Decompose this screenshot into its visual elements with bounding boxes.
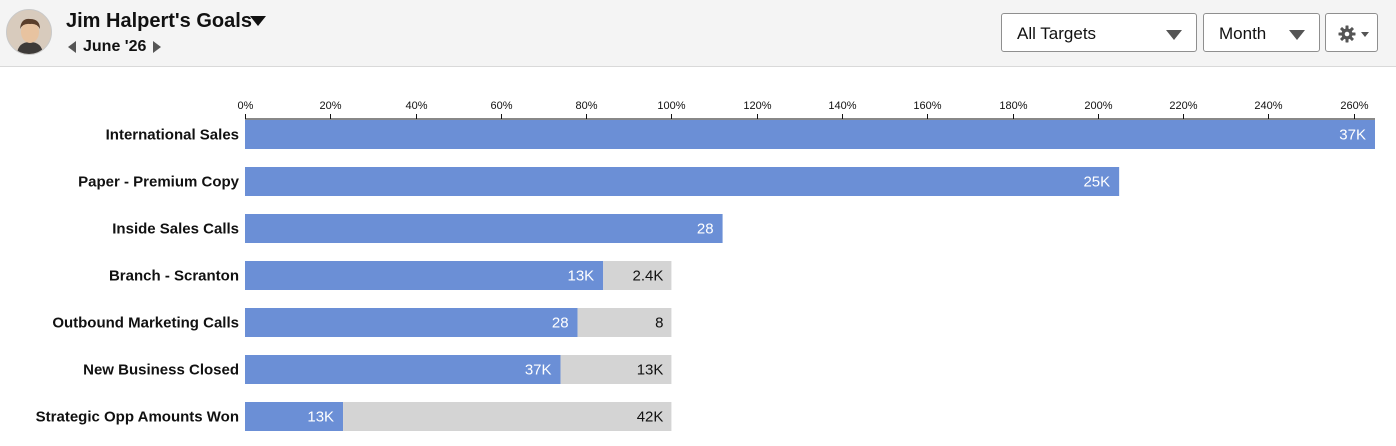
achieved-value-label: 37K bbox=[525, 362, 552, 379]
achieved-bar bbox=[245, 261, 604, 290]
x-axis-tick-label: 140% bbox=[828, 100, 856, 112]
timeframe-select[interactable]: Month bbox=[1203, 13, 1320, 52]
achieved-value-label: 25K bbox=[1083, 174, 1110, 191]
x-axis-tick-label: 200% bbox=[1084, 100, 1112, 112]
category-label: Paper - Premium Copy bbox=[78, 174, 240, 191]
x-axis-tick-label: 60% bbox=[490, 100, 512, 112]
achieved-bar bbox=[245, 402, 344, 431]
x-axis-tick-label: 20% bbox=[319, 100, 341, 112]
targets-select-value: All Targets bbox=[1017, 24, 1097, 43]
achieved-value-label: 37K bbox=[1339, 127, 1366, 144]
remaining-bar bbox=[343, 402, 672, 431]
previous-period-icon[interactable] bbox=[68, 41, 76, 53]
next-period-icon[interactable] bbox=[153, 41, 162, 53]
remaining-value-label: 42K bbox=[637, 409, 664, 426]
x-axis-tick-label: 160% bbox=[913, 100, 941, 112]
timeframe-select-value: Month bbox=[1219, 24, 1267, 43]
x-axis-tick-label: 220% bbox=[1169, 100, 1197, 112]
remaining-value-label: 2.4K bbox=[633, 268, 664, 285]
period-label: June '26 bbox=[83, 38, 147, 55]
achieved-value-label: 13K bbox=[567, 268, 594, 285]
goals-bar-chart: 0% 20% 40% 60% 80% 100% 120% 140% 160% 180% 200% 22… bbox=[36, 100, 1375, 431]
x-axis-tick-label: 40% bbox=[405, 100, 427, 112]
x-axis-tick-label: 80% bbox=[575, 100, 597, 112]
category-label: Outbound Marketing Calls bbox=[52, 315, 239, 332]
remaining-value-label: 8 bbox=[655, 315, 663, 332]
x-axis-tick-label: 0% bbox=[238, 100, 254, 112]
remaining-value-label: 13K bbox=[637, 362, 664, 379]
x-axis-tick-label: 180% bbox=[999, 100, 1027, 112]
achieved-bar bbox=[245, 120, 1375, 149]
category-label: International Sales bbox=[106, 127, 239, 144]
achieved-bar bbox=[245, 308, 578, 337]
page-title: Jim Halpert's Goals bbox=[66, 10, 252, 32]
category-label: Inside Sales Calls bbox=[112, 221, 239, 238]
achieved-value-label: 28 bbox=[552, 315, 569, 332]
settings-button[interactable] bbox=[1325, 13, 1378, 52]
x-axis-tick-label: 100% bbox=[657, 100, 685, 112]
achieved-bar bbox=[245, 167, 1120, 196]
x-axis-tick-label: 240% bbox=[1254, 100, 1282, 112]
user-avatar[interactable] bbox=[6, 9, 52, 55]
period-navigator: June '26 bbox=[68, 38, 162, 56]
chevron-down-icon bbox=[1166, 30, 1182, 40]
category-label: Branch - Scranton bbox=[109, 268, 239, 285]
chevron-down-icon bbox=[1289, 30, 1305, 40]
header-bar: Jim Halpert's Goals June '26 All Targets… bbox=[0, 0, 1396, 67]
remaining-bar bbox=[603, 261, 672, 290]
x-axis-tick-label: 120% bbox=[743, 100, 771, 112]
avatar-portrait-icon bbox=[7, 10, 51, 54]
gear-icon bbox=[1338, 25, 1356, 43]
x-axis-tick-label: 260% bbox=[1340, 100, 1368, 112]
chevron-down-icon bbox=[1361, 32, 1369, 37]
achieved-bar bbox=[245, 355, 561, 384]
category-label: Strategic Opp Amounts Won bbox=[36, 409, 239, 426]
category-label: New Business Closed bbox=[83, 362, 239, 379]
remaining-bar bbox=[577, 308, 672, 337]
achieved-bar bbox=[245, 214, 723, 243]
remaining-bar bbox=[560, 355, 672, 384]
title-dropdown-caret-icon[interactable] bbox=[250, 16, 266, 26]
targets-select[interactable]: All Targets bbox=[1001, 13, 1197, 52]
achieved-value-label: 13K bbox=[307, 409, 334, 426]
achieved-value-label: 28 bbox=[697, 221, 714, 238]
